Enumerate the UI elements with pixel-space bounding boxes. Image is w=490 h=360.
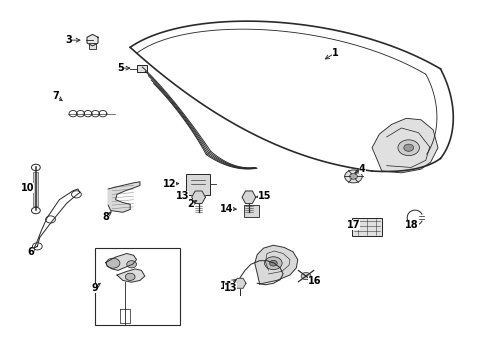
Text: 3: 3: [66, 35, 73, 45]
Circle shape: [270, 260, 277, 266]
Text: 6: 6: [27, 247, 34, 257]
Circle shape: [349, 174, 357, 179]
Polygon shape: [192, 191, 205, 203]
Bar: [33, 172, 38, 206]
Polygon shape: [87, 35, 98, 46]
Polygon shape: [117, 269, 145, 282]
Polygon shape: [108, 182, 140, 212]
Circle shape: [31, 164, 40, 171]
Text: 4: 4: [359, 164, 366, 174]
Text: 11: 11: [220, 281, 233, 291]
Text: 9: 9: [91, 283, 98, 293]
Text: 18: 18: [405, 220, 419, 230]
Circle shape: [398, 140, 419, 156]
Bar: [89, 42, 97, 49]
Text: 14: 14: [220, 204, 233, 214]
Circle shape: [31, 207, 40, 214]
Text: 5: 5: [117, 63, 124, 73]
Circle shape: [301, 273, 311, 280]
Bar: [95, 248, 180, 325]
Bar: [186, 174, 210, 195]
Polygon shape: [242, 191, 256, 203]
Text: 13: 13: [176, 191, 189, 201]
Polygon shape: [372, 118, 438, 173]
Bar: [352, 218, 382, 236]
Text: 10: 10: [21, 183, 34, 193]
Circle shape: [265, 257, 282, 270]
Text: 13: 13: [223, 283, 237, 293]
Text: 16: 16: [308, 276, 321, 286]
Text: 2: 2: [187, 199, 194, 210]
Text: 12: 12: [163, 179, 176, 189]
Text: 7: 7: [52, 91, 59, 101]
Circle shape: [404, 144, 414, 151]
Text: 8: 8: [102, 212, 109, 221]
Text: 1: 1: [332, 48, 339, 58]
Circle shape: [106, 258, 120, 268]
Circle shape: [125, 273, 135, 280]
Circle shape: [127, 261, 137, 268]
Bar: [137, 65, 147, 72]
Polygon shape: [234, 278, 246, 288]
Text: 17: 17: [347, 220, 360, 230]
Polygon shape: [255, 245, 298, 284]
Bar: [244, 206, 259, 217]
Circle shape: [344, 170, 362, 183]
Text: 15: 15: [258, 191, 271, 201]
Polygon shape: [106, 253, 137, 270]
